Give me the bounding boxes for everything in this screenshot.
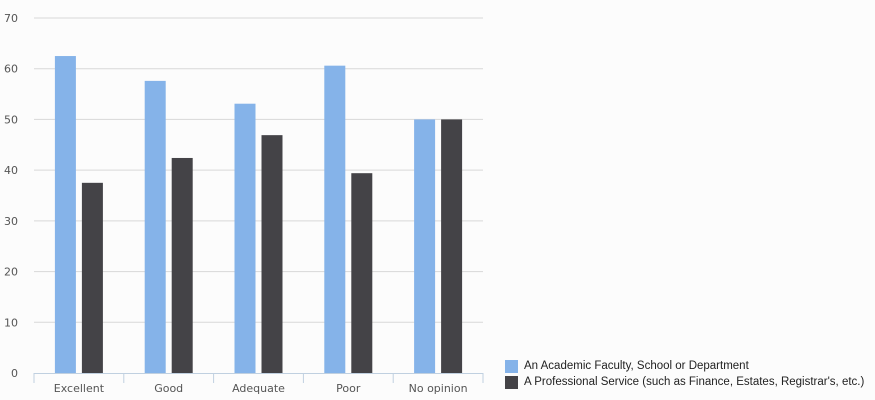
legend-item-professional[interactable]: A Professional Service (such as Finance,… [505, 374, 864, 390]
bar-professional-adequate[interactable] [261, 135, 283, 373]
legend: An Academic Faculty, School or Departmen… [505, 358, 864, 390]
x-tick-label: Poor [336, 382, 361, 395]
y-tick-label: 10 [4, 316, 18, 329]
y-tick-label: 70 [4, 12, 18, 25]
bar-professional-good[interactable] [171, 157, 193, 373]
legend-label-academic: An Academic Faculty, School or Departmen… [524, 360, 749, 372]
y-tick-label: 0 [11, 367, 18, 380]
bar-academic-good[interactable] [144, 80, 166, 373]
y-tick-label: 60 [4, 63, 18, 76]
y-tick-label: 50 [4, 113, 18, 126]
y-tick-label: 30 [4, 215, 18, 228]
y-tick-label: 20 [4, 266, 18, 279]
bar-academic-adequate[interactable] [234, 103, 256, 373]
legend-item-academic[interactable]: An Academic Faculty, School or Departmen… [505, 358, 864, 374]
bar-academic-excellent[interactable] [54, 56, 76, 374]
y-tick-label: 40 [4, 164, 18, 177]
x-tick-label: Good [154, 382, 183, 395]
x-tick-label: Adequate [232, 382, 285, 395]
legend-swatch-academic [505, 359, 518, 373]
bar-professional-no-opinion[interactable] [441, 119, 463, 373]
bar-academic-poor[interactable] [324, 65, 346, 374]
bar-academic-no-opinion[interactable] [414, 119, 436, 373]
x-tick-label: Excellent [54, 382, 105, 395]
x-tick-label: No opinion [409, 382, 468, 395]
legend-label-professional: A Professional Service (such as Finance,… [524, 376, 865, 388]
bar-professional-excellent[interactable] [81, 182, 103, 373]
bar-professional-poor[interactable] [351, 173, 373, 373]
legend-swatch-professional [505, 375, 518, 389]
